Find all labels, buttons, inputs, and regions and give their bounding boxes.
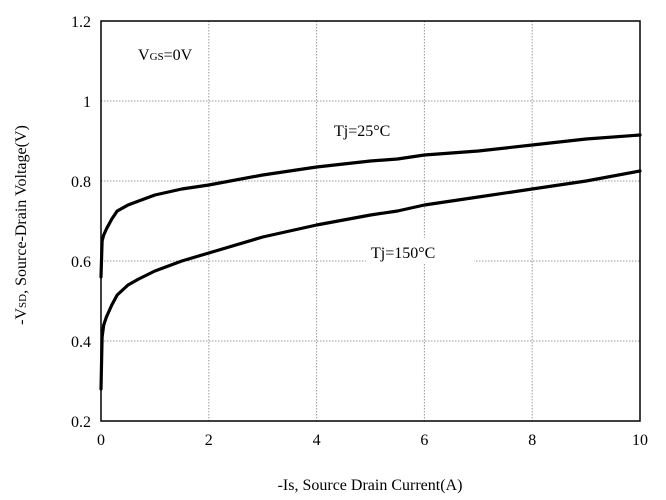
y-tick-label: 0.2 xyxy=(71,414,91,431)
y-tick-label: 0.8 xyxy=(71,174,91,191)
series-label-150c: Tj=150°C xyxy=(371,245,435,262)
condition-suffix: =0V xyxy=(164,47,193,64)
series-label-25c: Tj=25°C xyxy=(334,123,390,140)
y-tick-label: 0.6 xyxy=(71,254,91,271)
series-layer xyxy=(99,133,642,391)
grid xyxy=(101,21,640,421)
x-tick-label: 0 xyxy=(97,432,105,449)
y-tick-label: 0.4 xyxy=(71,334,91,351)
x-tick-label: 4 xyxy=(313,432,321,449)
x-tick-label: 6 xyxy=(420,432,428,449)
condition-prefix: V xyxy=(138,47,150,64)
y-tick-label: 1 xyxy=(83,94,91,111)
series-line-25c xyxy=(99,133,642,279)
y-axis-title-subscript: SD xyxy=(17,294,29,308)
x-tick-label: 2 xyxy=(205,432,213,449)
y-axis-title-prefix: -V xyxy=(13,308,30,325)
x-axis-title: -Is, Source Drain Current(A) xyxy=(278,477,463,494)
y-axis-title: -VSD, Source-Drain Voltage(V) xyxy=(13,125,30,325)
x-tick-label: 8 xyxy=(528,432,536,449)
tick-labels: 0 2 4 6 8 10 0.2 0.4 0.6 0.8 1 1.2 xyxy=(71,14,648,449)
series-label-bg-150 xyxy=(366,238,474,264)
x-tick-label: 10 xyxy=(632,432,648,449)
y-tick-label: 1.2 xyxy=(71,14,91,31)
plot-area xyxy=(100,20,641,422)
y-axis-title-suffix: , Source-Drain Voltage(V) xyxy=(13,125,30,294)
condition-subscript: GS xyxy=(150,51,164,63)
series-line-150c xyxy=(99,169,642,391)
condition-label: VGS=0V xyxy=(138,47,193,64)
